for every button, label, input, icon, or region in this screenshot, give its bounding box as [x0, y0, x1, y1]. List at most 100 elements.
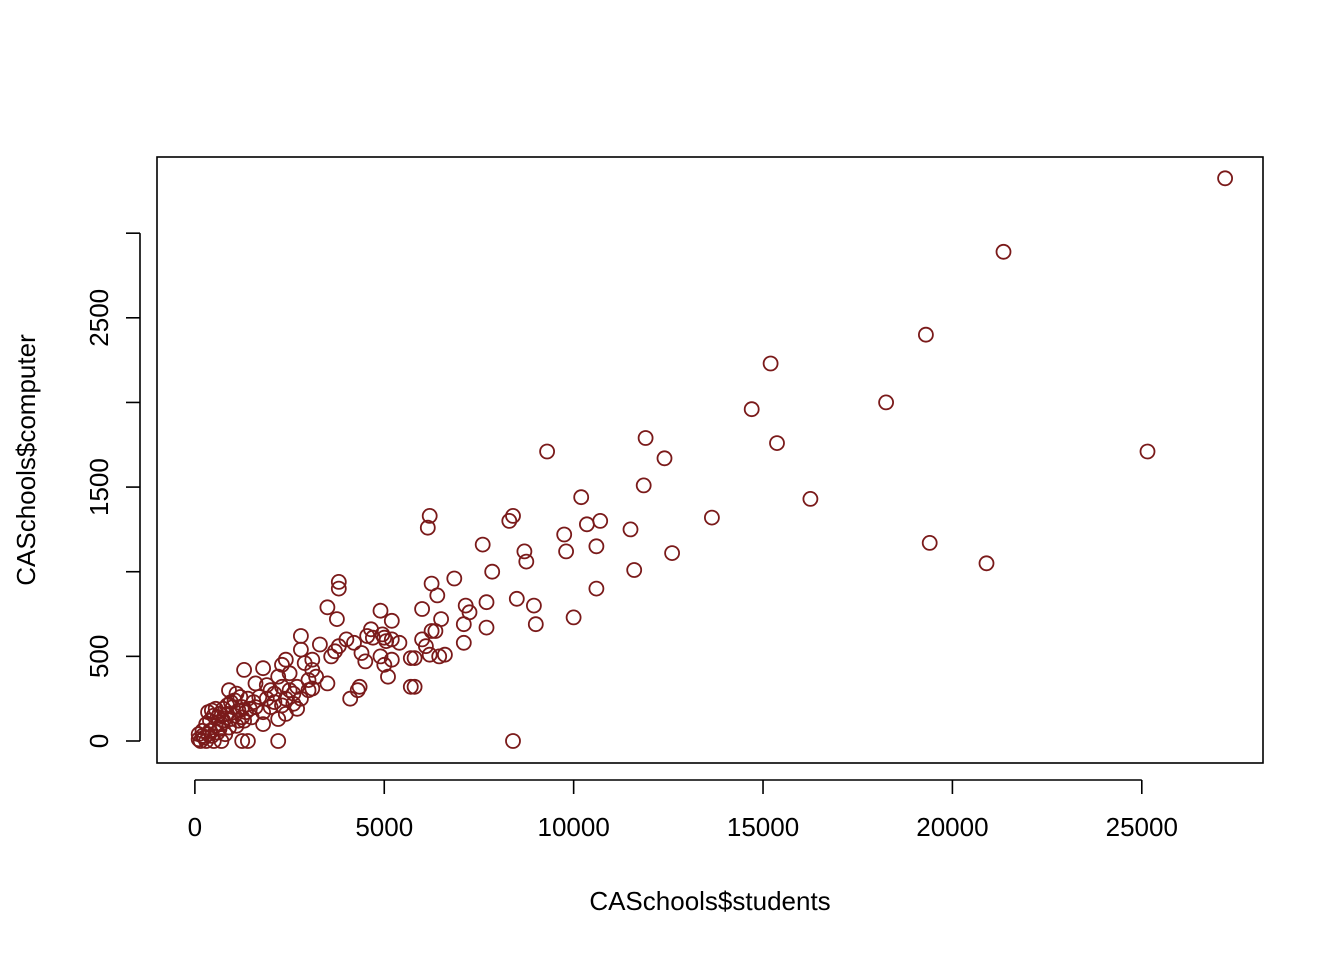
data-point-60	[372, 602, 389, 619]
y-tick-label-3: 1500	[84, 458, 114, 516]
data-point-129	[505, 733, 521, 749]
data-point-75	[330, 638, 347, 655]
data-point-76	[353, 645, 370, 661]
data-point-16	[579, 516, 595, 533]
data-point-168	[289, 678, 306, 695]
data-point-178	[230, 712, 247, 729]
data-point-61	[383, 612, 400, 629]
data-point-93	[292, 628, 309, 644]
data-point-19	[588, 538, 605, 555]
data-point-3	[762, 355, 779, 372]
data-point-54	[436, 646, 453, 663]
data-point-4	[743, 401, 760, 418]
data-point-30	[978, 555, 995, 572]
x-tick-label-2: 10000	[537, 812, 609, 842]
x-tick-label-0: 0	[188, 812, 202, 842]
data-point-55	[455, 634, 472, 651]
data-point-2	[918, 326, 934, 343]
data-point-83	[406, 678, 423, 695]
data-point-29	[921, 535, 938, 551]
data-point-8	[637, 430, 654, 446]
y-axis: 0 500 1500 2500	[84, 232, 141, 748]
data-point-177	[226, 692, 243, 709]
data-point-127	[255, 716, 272, 732]
data-point-12	[802, 490, 819, 507]
data-point-24	[626, 562, 643, 578]
data-point-84	[402, 650, 419, 666]
y-axis-label: CASchools$computer	[11, 334, 41, 586]
data-point-37	[419, 519, 436, 536]
data-point-49	[427, 623, 444, 639]
data-point-82	[402, 678, 419, 695]
data-point-96	[296, 655, 313, 671]
data-point-77	[357, 653, 374, 670]
data-point-68	[383, 631, 400, 648]
data-point-151	[202, 722, 218, 739]
x-axis-label: CASchools$students	[589, 886, 830, 916]
data-point-15	[592, 513, 609, 529]
data-point-169	[304, 680, 321, 697]
data-point-26	[501, 513, 518, 529]
data-point-18	[556, 526, 573, 543]
data-point-131	[234, 733, 251, 749]
data-point-20	[558, 543, 574, 560]
data-point-35	[527, 616, 544, 633]
data-points	[190, 170, 1233, 749]
plot-frame	[156, 156, 1264, 764]
data-point-79	[372, 648, 389, 665]
data-point-59	[328, 611, 345, 627]
data-point-7	[769, 435, 785, 452]
data-point-40	[429, 587, 446, 604]
x-tick-label-3: 15000	[727, 812, 799, 842]
data-point-130	[239, 733, 256, 749]
data-point-104	[255, 660, 272, 677]
data-point-105	[236, 662, 253, 678]
data-point-41	[478, 594, 495, 611]
data-point-150	[190, 726, 207, 743]
data-point-17	[622, 521, 639, 538]
data-point-58	[319, 599, 336, 616]
data-point-128	[270, 733, 287, 749]
x-tick-label-1: 5000	[355, 812, 413, 842]
data-point-9	[656, 450, 673, 467]
data-point-148	[194, 722, 211, 739]
data-point-52	[421, 646, 438, 663]
data-point-73	[323, 648, 340, 665]
data-point-95	[304, 651, 321, 668]
data-point-0	[1217, 170, 1233, 187]
data-point-6	[1139, 443, 1156, 460]
data-point-99	[281, 665, 298, 682]
data-point-1	[995, 243, 1012, 260]
data-point-179	[234, 709, 251, 726]
data-point-38	[446, 570, 463, 587]
data-point-172	[207, 700, 224, 717]
data-point-94	[292, 641, 309, 658]
data-point-56	[330, 574, 347, 590]
data-point-22	[518, 553, 535, 570]
data-point-166	[274, 697, 290, 714]
data-point-32	[508, 590, 525, 607]
data-point-164	[258, 690, 275, 707]
data-point-5	[878, 394, 894, 411]
y-tick-label-1: 500	[84, 635, 114, 678]
data-point-163	[251, 689, 268, 705]
data-point-11	[573, 489, 590, 506]
data-point-51	[417, 638, 434, 655]
data-point-165	[266, 694, 283, 710]
data-point-81	[380, 668, 396, 685]
data-point-28	[484, 563, 501, 580]
data-point-25	[505, 508, 521, 524]
data-point-74	[311, 636, 328, 653]
data-point-57	[330, 580, 347, 597]
data-point-45	[478, 619, 495, 636]
data-point-36	[421, 508, 438, 524]
data-point-92	[300, 672, 317, 688]
x-tick-label-4: 20000	[916, 812, 988, 842]
data-point-88	[342, 690, 359, 707]
data-point-33	[526, 597, 542, 614]
data-point-14	[704, 509, 720, 526]
data-point-10	[539, 443, 555, 460]
data-point-69	[391, 634, 408, 651]
data-point-34	[565, 609, 582, 626]
